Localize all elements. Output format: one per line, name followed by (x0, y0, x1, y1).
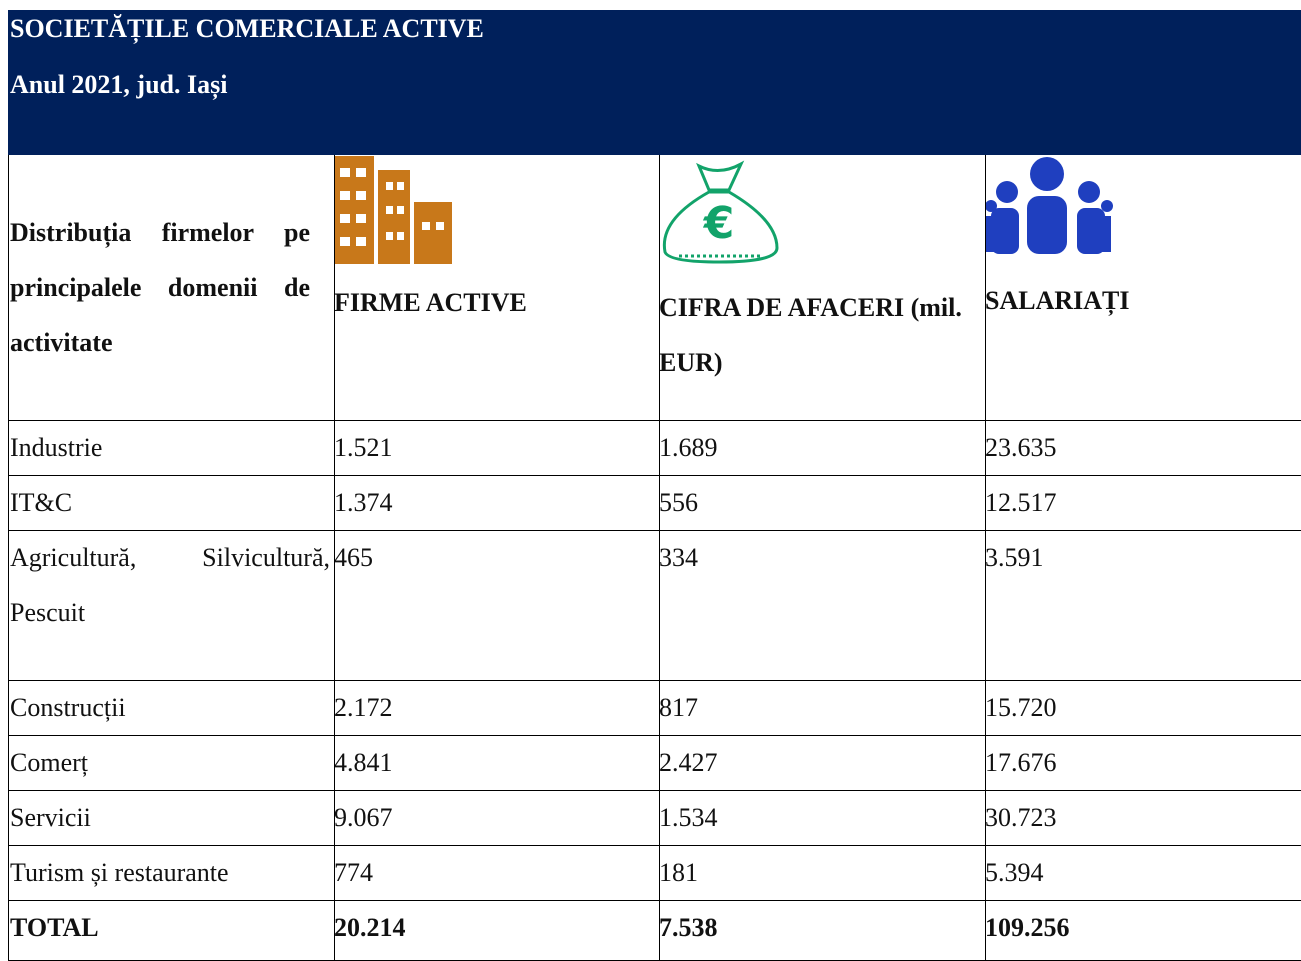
cell-value: 7.538 (659, 913, 718, 942)
cell-value: 2.172 (334, 693, 393, 722)
money-bag-icon: € (662, 160, 779, 264)
row-label: Industrie (10, 433, 103, 462)
row-label: TOTAL (10, 913, 99, 942)
cell-value: 5.394 (985, 858, 1044, 887)
row-label: Servicii (10, 803, 91, 832)
cell-value: 9.067 (334, 803, 393, 832)
row-label: Construcții (10, 693, 126, 722)
cell-value: 2.427 (659, 748, 718, 777)
cell-value: 181 (659, 858, 698, 887)
row-line (8, 680, 1301, 681)
header-band (8, 10, 1301, 155)
people-icon (985, 157, 1113, 254)
cell-value: 20.214 (334, 913, 406, 942)
column-header: Distribuția firmelor pe principalele dom… (10, 218, 310, 357)
row-label: IT&C (10, 488, 73, 517)
cell-value: 556 (659, 488, 698, 517)
column-header: CIFRA DE AFACERI (mil. EUR) (659, 293, 962, 377)
cell-value: 4.841 (334, 748, 393, 777)
row-label: Comerț (10, 748, 88, 777)
cell-value: 1.534 (659, 803, 718, 832)
cell-value: 334 (659, 543, 698, 572)
cell-value: 30.723 (985, 803, 1057, 832)
buildings-icon (334, 156, 452, 264)
column-header: SALARIAȚI (985, 286, 1130, 315)
col-line (985, 155, 986, 961)
cell-value: 109.256 (985, 913, 1070, 942)
cell-value: 17.676 (985, 748, 1057, 777)
row-label: Agricultură, Silvicultură, Pescuit (10, 543, 330, 627)
cell-value: 23.635 (985, 433, 1057, 462)
row-line (8, 420, 1301, 421)
svg-text:€: € (703, 198, 735, 249)
row-label: Turism și restaurante (10, 858, 229, 887)
cell-value: 774 (334, 858, 373, 887)
cell-value: 1.521 (334, 433, 393, 462)
col-line (8, 155, 9, 961)
cell-value: 1.374 (334, 488, 393, 517)
cell-value: 15.720 (985, 693, 1057, 722)
cell-value: 1.689 (659, 433, 718, 462)
row-line (8, 530, 1301, 531)
cell-value: 12.517 (985, 488, 1057, 517)
title: SOCIETĂȚILE COMERCIALE ACTIVE (10, 14, 484, 43)
cell-value: 817 (659, 693, 698, 722)
col-line (334, 155, 335, 961)
cell-value: 465 (334, 543, 373, 572)
col-line (659, 155, 660, 961)
row-line (8, 845, 1301, 846)
subtitle: Anul 2021, jud. Iași (10, 70, 228, 99)
row-line (8, 475, 1301, 476)
row-line (8, 900, 1301, 901)
row-line (8, 790, 1301, 791)
row-line (8, 735, 1301, 736)
column-header: FIRME ACTIVE (334, 288, 527, 317)
cell-value: 3.591 (985, 543, 1044, 572)
